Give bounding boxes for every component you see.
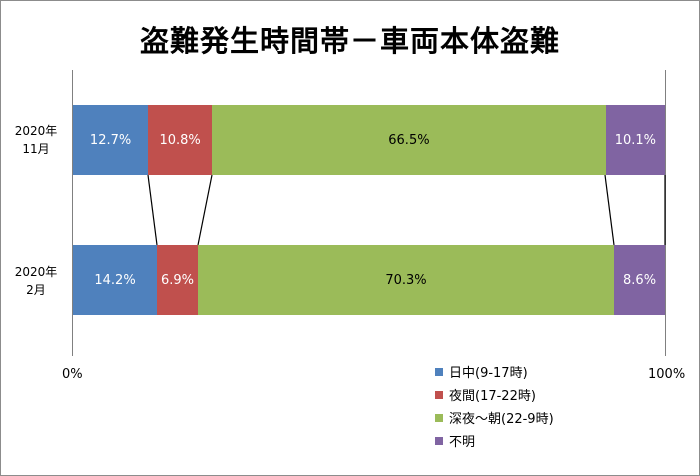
segment-unknown: 8.6%: [614, 245, 665, 315]
category-label-2020-11: 2020年 11月: [0, 122, 72, 158]
legend-item-evening: 夜間(17-22時): [435, 383, 554, 406]
segment-evening: 10.8%: [148, 105, 213, 175]
category-year: 2020年: [14, 124, 58, 138]
legend-item-unknown: 不明: [435, 429, 554, 452]
legend-swatch-icon: [435, 390, 443, 399]
data-label: 12.7%: [89, 132, 132, 148]
segment-night: 70.3%: [197, 245, 615, 315]
segment-evening: 6.9%: [157, 245, 198, 315]
category-label-2020-02: 2020年 2月: [0, 263, 72, 299]
y-axis-line: [72, 70, 73, 356]
bar-2020-02: 14.2% 6.9% 70.3% 8.6%: [73, 245, 665, 315]
x-tick-0: 0%: [62, 367, 83, 382]
category-year: 2020年: [14, 265, 58, 279]
legend-label: 日中(9-17時): [449, 366, 528, 381]
data-label: 10.1%: [614, 132, 657, 148]
legend: 日中(9-17時) 夜間(17-22時) 深夜～朝(22-9時) 不明: [435, 360, 554, 452]
data-label: 14.2%: [94, 272, 136, 288]
legend-item-daytime: 日中(9-17時): [435, 360, 554, 383]
segment-daytime: 14.2%: [73, 245, 158, 315]
data-label: 70.3%: [385, 272, 427, 288]
data-label: 10.8%: [159, 132, 201, 148]
legend-swatch-icon: [435, 436, 443, 445]
category-month: 11月: [22, 142, 50, 156]
segment-daytime: 12.7%: [73, 105, 149, 175]
legend-swatch-icon: [435, 367, 443, 376]
segment-unknown: 10.1%: [605, 105, 665, 175]
segment-night: 66.5%: [212, 105, 606, 175]
bar-2020-11: 12.7% 10.8% 66.5% 10.1%: [73, 105, 665, 175]
chart-title: 盗難発生時間帯－車両本体盗難: [139, 24, 560, 58]
legend-label: 深夜～朝(22-9時): [449, 412, 554, 427]
legend-label: 不明: [449, 435, 476, 450]
legend-item-night: 深夜～朝(22-9時): [435, 406, 554, 429]
x-tick-100: 100%: [648, 367, 686, 382]
data-label: 6.9%: [160, 272, 194, 288]
legend-swatch-icon: [435, 413, 443, 422]
legend-label: 夜間(17-22時): [449, 389, 536, 404]
category-month: 2月: [26, 283, 46, 297]
data-label: 66.5%: [388, 132, 430, 148]
data-label: 8.6%: [623, 272, 657, 288]
